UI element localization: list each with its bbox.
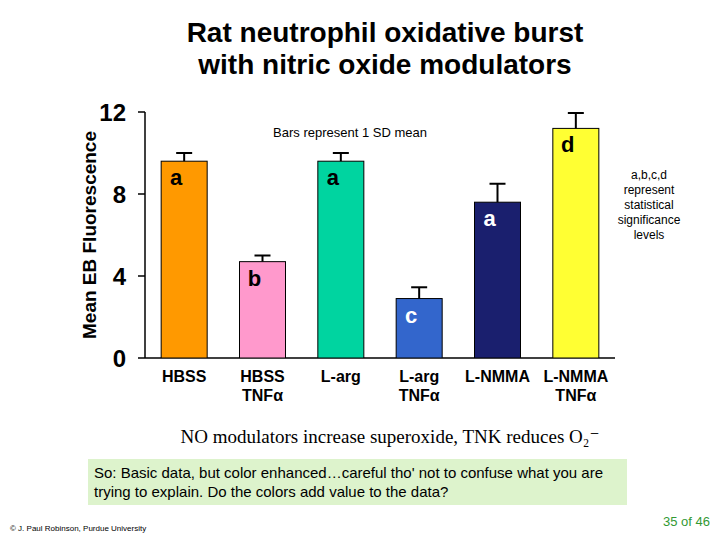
error-stem — [575, 113, 577, 128]
error-bar — [255, 256, 271, 262]
error-stem — [183, 153, 185, 161]
marks — [161, 113, 599, 358]
error-cap — [568, 112, 584, 114]
error-bar — [490, 184, 506, 202]
x-tick-label: HBSS TNFα — [240, 368, 285, 404]
x-tick-line: L-NMMA — [465, 368, 530, 385]
y-tick — [138, 111, 145, 113]
error-cap — [176, 152, 192, 154]
bar — [161, 161, 207, 358]
y-tick-label: 0 — [113, 345, 126, 372]
bar — [396, 299, 442, 358]
significance-label: b — [248, 266, 261, 291]
y-axis-label: Mean EB Fluorescence — [79, 131, 100, 339]
x-tick-line: TNFα — [242, 387, 283, 404]
title: Rat neutrophil oxidative burstwith nitri… — [187, 17, 584, 80]
x-tick-line: HBSS — [240, 368, 285, 385]
error-stem — [418, 287, 420, 298]
significance-label: d — [561, 132, 574, 157]
x-tick-line: TNFα — [399, 387, 440, 404]
error-bar — [411, 287, 427, 298]
y-tick-label: 4 — [113, 263, 127, 290]
error-bar — [176, 153, 192, 161]
page-number: 35 of 46 — [663, 514, 710, 529]
annotation: Bars represent 1 SD mean — [273, 125, 427, 140]
x-tick-label: L-arg TNFα — [399, 368, 440, 404]
y-tick — [138, 193, 145, 195]
error-cap — [255, 255, 271, 257]
title-line: with nitric oxide modulators — [197, 49, 571, 80]
x-tick-line: L-arg — [321, 368, 361, 385]
y-tick — [138, 357, 145, 359]
error-stem — [340, 153, 342, 161]
significance-label: a — [483, 206, 496, 231]
x-tick-label: L-arg — [321, 368, 361, 385]
bar — [475, 202, 521, 358]
x-axis — [145, 357, 615, 359]
error-bar — [568, 113, 584, 128]
x-tick-label: L-NMMA TNFα — [543, 368, 608, 404]
significance-label: a — [170, 165, 183, 190]
y-tick — [138, 275, 145, 277]
x-tick-label: HBSS — [162, 368, 207, 385]
x-tick-line: L-NMMA — [543, 368, 608, 385]
note-box: So: Basic data, but color enhanced…caref… — [88, 459, 627, 505]
error-cap — [411, 286, 427, 288]
x-tick-line: L-arg — [399, 368, 439, 385]
footer: © J. Paul Robinson, Purdue University — [10, 524, 146, 533]
error-bar — [333, 153, 349, 161]
slide: Rat neutrophil oxidative burstwith nitri… — [0, 0, 720, 540]
bar — [318, 161, 364, 358]
x-tick-line: HBSS — [162, 368, 207, 385]
x-tick-line: TNFα — [555, 387, 596, 404]
error-cap — [490, 183, 506, 185]
bar — [240, 262, 286, 358]
significance-label: a — [327, 165, 340, 190]
title-line: Rat neutrophil oxidative burst — [187, 17, 584, 48]
error-cap — [333, 152, 349, 154]
caption: NO modulators increase superoxide, TNK r… — [80, 425, 700, 448]
annotation: a,b,c,d represent statistical significan… — [606, 168, 692, 243]
y-tick-label: 12 — [99, 99, 126, 126]
significance-label: c — [405, 303, 417, 328]
y-tick-label: 8 — [113, 181, 126, 208]
y-axis — [144, 112, 146, 358]
x-tick-label: L-NMMA — [465, 368, 530, 385]
error-stem — [497, 184, 499, 202]
bar — [553, 128, 599, 358]
